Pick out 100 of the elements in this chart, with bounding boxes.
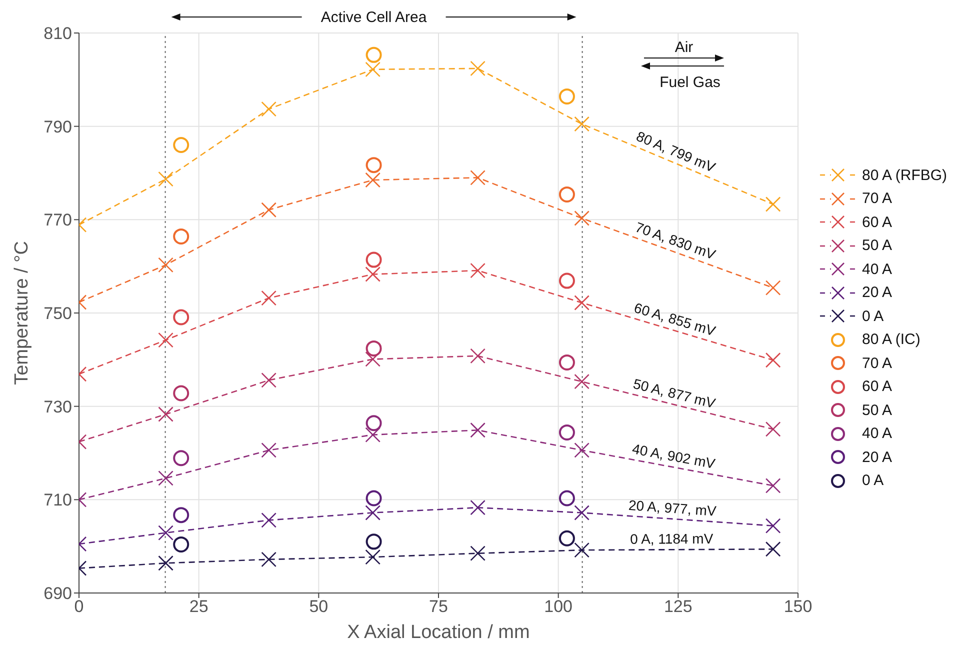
annotation: 70 A, 830 mV [633,218,718,263]
point [574,505,590,520]
y-tick-label: 750 [44,304,72,324]
point [173,309,190,326]
annotation: 60 A, 855 mV [632,299,718,340]
point [158,470,174,486]
legend-label: 50 A [862,237,892,254]
point [558,88,575,104]
point [261,552,276,568]
point [558,272,575,289]
point [366,157,382,174]
legend-label: 70 A [862,190,892,208]
y-tick-label: 710 [44,490,72,510]
x-tick-label: 75 [429,597,448,616]
point [365,549,380,565]
annotation: 40 A, 902 mV [630,440,718,472]
point [261,202,276,218]
point [261,372,276,388]
legend-label: 80 A (IC) [862,331,920,348]
point [558,530,575,546]
point [366,46,382,63]
point [173,385,190,402]
legend-label: 60 A [862,378,892,396]
legend-label: 0 A [862,472,884,490]
y-tick-label: 770 [44,210,72,230]
x-tick-label: 150 [784,597,812,616]
point [470,262,486,278]
x-tick-label: 50 [309,597,328,616]
x-tick-label: 100 [544,597,573,616]
point [366,490,382,506]
point [574,210,590,226]
point [366,415,382,432]
annotation: 50 A, 877 mV [632,375,718,412]
point [558,186,575,202]
point [173,536,190,552]
point [470,170,486,186]
point [261,512,276,528]
point [261,442,276,458]
point [173,507,190,524]
point [470,60,486,76]
point [158,171,174,187]
point [365,427,380,442]
point [173,450,190,466]
point [558,354,575,370]
point [574,374,590,390]
point [173,137,190,153]
point [365,62,380,78]
y-tick-label: 790 [44,117,72,136]
point [765,422,781,437]
point [574,442,590,458]
legend-label: 40 A [862,260,892,278]
y-axis-title: Temperature / °C [12,241,32,385]
point [366,340,382,356]
point [574,116,590,132]
point [574,295,590,310]
legend-label: 20 A [862,284,892,302]
y-tick-label: 810 [44,24,72,44]
legend-label: 80 A (RFBG) [862,166,948,184]
point [765,541,781,557]
point [365,266,380,282]
annotation: 80 A, 799 mV [634,128,718,176]
point [574,542,590,558]
point [261,290,276,306]
x-tick-label: 25 [189,597,208,616]
legend-label: 60 A [862,214,892,231]
point [765,478,781,494]
point [558,424,575,440]
annotation: Air [674,39,694,56]
legend-label: 20 A [862,448,892,466]
point [158,525,174,540]
legend-label: 50 A [862,402,892,419]
y-tick-label: 690 [44,584,72,604]
point [158,555,174,571]
point [765,280,781,296]
point [366,252,382,268]
point [366,534,382,550]
point [365,505,380,520]
legend-label: 40 A [862,425,892,442]
x-tick-label: 125 [664,597,692,616]
point [261,101,276,117]
point [470,500,486,516]
point [470,422,486,438]
point [558,490,575,506]
legend-label: 70 A [862,354,892,372]
point [173,228,190,244]
point [158,257,174,273]
point [765,352,781,368]
point [158,406,174,422]
point [158,332,174,348]
point [765,196,781,212]
x-axis-title: X Axial Location / mm [347,622,530,643]
annotation: Fuel Gas [660,74,720,91]
point [470,348,486,364]
annotation: 20 A, 977, mV [628,496,718,519]
annotation: 0 A, 1184 mV [630,530,714,547]
point [470,546,486,561]
text: Active Cell Area [320,9,428,26]
y-tick-label: 730 [44,397,72,416]
legend-label: 0 A [862,308,884,325]
point [765,518,781,534]
